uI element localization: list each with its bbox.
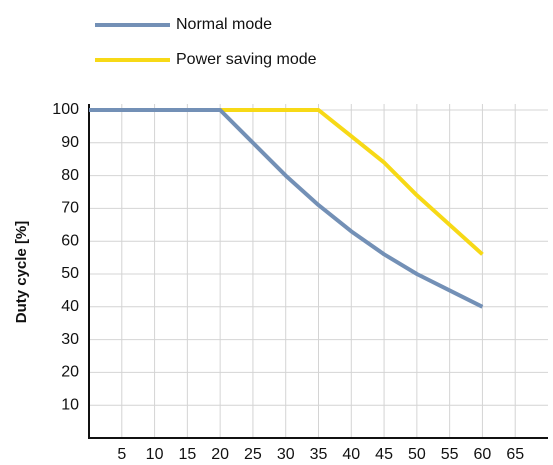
x-tick-label: 10	[146, 446, 164, 463]
legend-label: Power saving mode	[176, 51, 317, 68]
x-tick-label: 50	[408, 446, 426, 463]
x-tick-label: 45	[375, 446, 393, 463]
y-tick-label: 100	[52, 101, 79, 118]
y-tick-label: 30	[61, 331, 79, 348]
y-tick-label: 20	[61, 364, 79, 381]
line-series	[89, 108, 484, 309]
x-tick-label: 20	[211, 446, 229, 463]
x-tick-label: 30	[277, 446, 295, 463]
y-tick-label: 60	[61, 232, 79, 249]
y-tick-label: 40	[61, 298, 79, 315]
x-tick-label: 35	[310, 446, 328, 463]
line-series	[89, 108, 484, 256]
y-tick-label: 70	[61, 200, 79, 217]
x-tick-label: 40	[342, 446, 360, 463]
legend-label: Normal mode	[176, 16, 272, 33]
y-tick-label: 50	[61, 265, 79, 282]
x-tick-label: 60	[474, 446, 492, 463]
x-tick-label: 65	[506, 446, 524, 463]
y-tick-label: 80	[61, 167, 79, 184]
x-tick-label: 55	[441, 446, 459, 463]
y-axis-label: Duty cycle [%]	[13, 221, 30, 324]
x-tick-label: 25	[244, 446, 262, 463]
y-tick-label: 10	[61, 396, 79, 413]
x-tick-label: 5	[117, 446, 126, 463]
y-tick-label: 90	[61, 134, 79, 151]
x-tick-label: 15	[178, 446, 196, 463]
